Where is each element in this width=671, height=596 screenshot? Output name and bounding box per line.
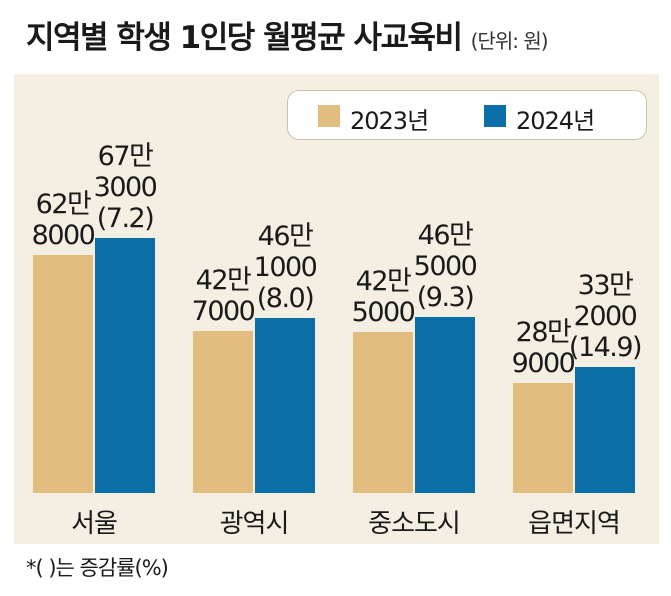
value-label-line: 42만: [355, 265, 412, 297]
chart-title: 지역별 학생 1인당 월평균 사교육비: [26, 20, 463, 56]
title-row: 지역별 학생 1인당 월평균 사교육비 (단위: 원): [26, 12, 549, 57]
value-label-line: (8.0): [256, 283, 315, 315]
value-label-2023-3: 28만 9000: [493, 317, 593, 379]
legend-label-2023: 2023년: [350, 107, 429, 135]
bar-2023-1: [193, 331, 253, 493]
value-label-line: 42만: [195, 265, 252, 297]
value-label-2024-0: 67만 3000 (7.2): [75, 141, 175, 234]
value-label-line: 5000: [413, 250, 478, 282]
value-label-2024-2: 46만 5000 (9.3): [395, 220, 495, 313]
value-label-line: 5000: [351, 296, 416, 328]
category-label-1: 광역시: [219, 509, 290, 539]
chart-unit: (단위: 원): [470, 29, 549, 53]
value-label-line: 9000: [511, 348, 576, 380]
bar-2023-2: [353, 331, 413, 493]
category-label-2: 중소도시: [368, 509, 461, 539]
bar-2023-3: [513, 383, 573, 493]
value-label-line: (14.9): [568, 332, 643, 364]
value-label-2024-3: 33만 2000 (14.9): [555, 270, 655, 363]
legend-swatch-2023: [318, 105, 340, 127]
value-label-line: 8000: [31, 219, 96, 251]
bar-2024-0: [95, 237, 155, 493]
value-label-line: 62만: [35, 188, 92, 220]
value-label-line: (9.3): [416, 281, 475, 313]
value-label-line: 67만: [97, 140, 154, 172]
value-label-line: 46만: [417, 219, 474, 251]
value-label-line: 33만: [577, 270, 634, 302]
value-label-2023-2: 42만 5000: [333, 266, 433, 328]
legend: 2023년 2024년: [287, 90, 647, 140]
footnote: *( )는 증감률(%): [26, 556, 169, 580]
value-label-line: 46만: [257, 221, 314, 253]
value-label-line: 1000: [253, 252, 318, 284]
value-label-line: 7000: [191, 296, 256, 328]
bar-2024-2: [415, 316, 475, 493]
value-label-line: (7.2): [96, 202, 155, 234]
bar-2024-3: [575, 367, 635, 493]
category-label-0: 서울: [71, 509, 118, 539]
legend-label-2024: 2024년: [516, 107, 595, 135]
category-label-3: 읍면지역: [528, 509, 621, 539]
value-label-2023-0: 62만 8000: [13, 189, 113, 251]
legend-swatch-2024: [484, 105, 506, 127]
value-label-line: 3000: [93, 171, 158, 203]
bar-2024-1: [255, 318, 315, 493]
bar-2023-0: [33, 254, 93, 493]
value-label-2023-1: 42만 7000: [173, 265, 273, 327]
value-label-line: 2000: [573, 301, 638, 333]
value-label-2024-1: 46만 1000 (8.0): [235, 221, 335, 314]
value-label-line: 28만: [515, 317, 572, 349]
